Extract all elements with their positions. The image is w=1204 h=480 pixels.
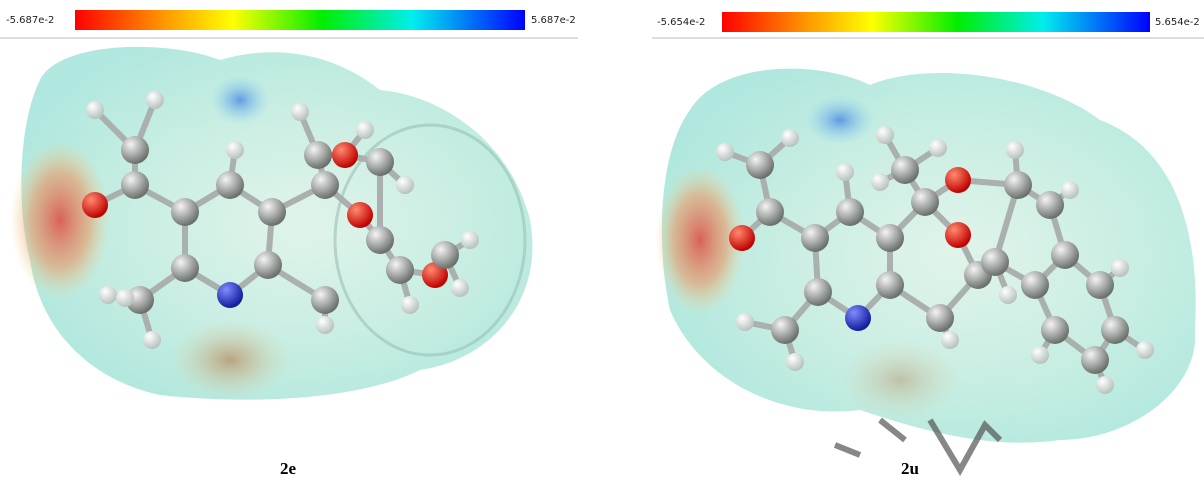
scale-max: 5.654e-2	[1155, 17, 1200, 28]
atom	[1111, 259, 1129, 277]
atom	[911, 188, 939, 216]
atom	[254, 251, 282, 279]
atom	[716, 143, 734, 161]
atom	[291, 103, 309, 121]
atom	[876, 271, 904, 299]
atom	[99, 286, 117, 304]
atom	[801, 224, 829, 252]
atom	[836, 163, 854, 181]
color-scale	[75, 10, 525, 30]
potential-surface-part	[170, 320, 290, 400]
atom	[1006, 141, 1024, 159]
atom	[311, 171, 339, 199]
atom	[926, 304, 954, 332]
atom	[386, 256, 414, 284]
potential-surface-part	[10, 140, 110, 300]
caption: 2e	[280, 459, 297, 478]
atom	[771, 316, 799, 344]
atom	[217, 282, 243, 308]
atom	[1004, 171, 1032, 199]
potential-surface-part	[805, 95, 875, 145]
atom	[729, 225, 755, 251]
atom	[945, 222, 971, 248]
watermark-part	[880, 420, 905, 440]
scale-min: -5.687e-2	[6, 15, 54, 26]
atom	[786, 353, 804, 371]
atom	[781, 129, 799, 147]
atom	[876, 224, 904, 252]
atom	[396, 176, 414, 194]
potential-surface-part	[840, 340, 960, 420]
atom	[316, 316, 334, 334]
watermark-part	[835, 445, 860, 455]
atom	[451, 279, 469, 297]
atom	[1051, 241, 1079, 269]
atom	[891, 156, 919, 184]
atom	[941, 331, 959, 349]
atom	[1096, 376, 1114, 394]
atom	[1021, 271, 1049, 299]
atom	[1041, 316, 1069, 344]
atom	[216, 171, 244, 199]
atom	[845, 305, 871, 331]
figure: -5.687e-2 5.687e-2 -5.654e-2 5.654e-2 2e…	[0, 0, 1204, 480]
atom	[171, 198, 199, 226]
atom	[258, 198, 286, 226]
atom	[226, 141, 244, 159]
atom	[86, 101, 104, 119]
atom	[736, 313, 754, 331]
potential-surface-part	[210, 75, 270, 125]
atom	[366, 148, 394, 176]
atom	[304, 141, 332, 169]
atom	[431, 241, 459, 269]
atom	[1031, 346, 1049, 364]
atom	[82, 192, 108, 218]
color-scale	[722, 12, 1150, 32]
atom	[981, 248, 1009, 276]
atom	[401, 296, 419, 314]
atom	[347, 202, 373, 228]
atom	[311, 286, 339, 314]
atom	[1086, 271, 1114, 299]
atom	[876, 126, 894, 144]
atom	[1061, 181, 1079, 199]
atom	[143, 331, 161, 349]
caption: 2u	[901, 459, 919, 478]
atom	[945, 167, 971, 193]
scale-min: -5.654e-2	[657, 17, 705, 28]
potential-surface	[655, 69, 1196, 443]
atom	[356, 121, 374, 139]
atom	[332, 142, 358, 168]
atom	[929, 139, 947, 157]
atom	[756, 198, 784, 226]
scale-max: 5.687e-2	[531, 15, 576, 26]
atom	[746, 151, 774, 179]
atom	[1101, 316, 1129, 344]
atom	[1081, 346, 1109, 374]
atom	[836, 198, 864, 226]
atom	[1036, 191, 1064, 219]
atom	[171, 254, 199, 282]
atom	[121, 171, 149, 199]
page: -5.687e-2 5.687e-2 -5.654e-2 5.654e-2 2e…	[0, 0, 1204, 480]
atom	[1136, 341, 1154, 359]
atom	[121, 136, 149, 164]
atom	[999, 286, 1017, 304]
atom	[461, 231, 479, 249]
atom	[366, 226, 394, 254]
atom	[871, 173, 889, 191]
atom	[804, 278, 832, 306]
atom	[116, 289, 134, 307]
atom	[146, 91, 164, 109]
